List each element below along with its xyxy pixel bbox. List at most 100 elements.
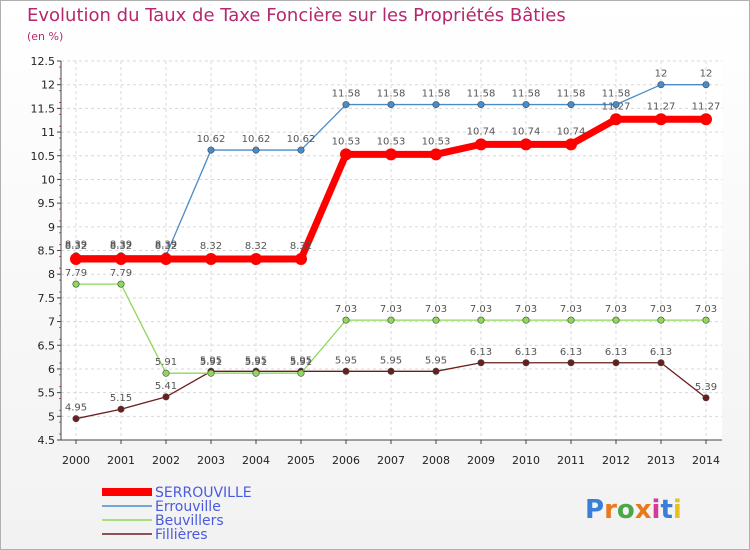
data-label: 10.53 [422,136,451,147]
data-point [657,316,665,324]
y-tick-label: 9.5 [38,197,56,210]
data-label: 5.95 [200,355,222,366]
data-label: 5.91 [200,357,222,368]
data-label: 5.91 [245,357,267,368]
data-label: 6.13 [650,347,672,358]
x-tick-label: 2004 [242,454,270,467]
data-label: 8.32 [290,241,312,252]
x-tick-label: 2005 [287,454,315,467]
data-point [432,367,440,375]
data-point [342,316,350,324]
data-point [160,253,172,266]
data-point [565,138,577,151]
data-point [72,280,80,288]
data-point [387,367,395,375]
data-label: 8.39 [155,240,177,251]
data-point [387,101,395,109]
data-point [567,316,575,324]
data-label: 7.79 [65,268,87,279]
data-point [657,81,665,89]
data-point [657,359,665,367]
data-label: 6.13 [470,347,492,358]
data-point [387,316,395,324]
data-label: 5.15 [110,393,132,404]
y-tick-label: 6 [48,363,55,376]
proxiti-logo: Proxiti [585,495,682,525]
legend-entry: Fillières [155,527,208,543]
data-label: 11.58 [377,89,406,100]
data-label: 5.95 [290,355,312,366]
y-tick-label: 10.5 [31,150,56,163]
data-label: 5.91 [155,357,177,368]
data-point [702,394,710,402]
data-label: 10.62 [287,134,316,145]
data-point [207,146,215,154]
data-label: 7.79 [110,268,132,279]
data-point [702,81,710,89]
data-label: 10.53 [377,136,406,147]
y-tick-label: 12 [41,79,55,92]
data-label: 7.03 [425,304,447,315]
legend-entry: Beuvillers [155,513,224,529]
y-tick-label: 9 [48,221,55,234]
series-group [70,81,712,423]
data-point [612,316,620,324]
data-label: 6.13 [560,347,582,358]
data-label: 5.95 [245,355,267,366]
data-label: 7.03 [335,304,357,315]
data-label: 11.27 [602,101,631,112]
data-point [520,138,532,151]
y-tick-label: 11.5 [31,102,56,115]
data-point [250,253,262,266]
data-label: 5.95 [335,355,357,366]
data-point [430,148,442,161]
data-label: 6.13 [515,347,537,358]
data-point [522,316,530,324]
y-tick-label: 11 [41,126,55,139]
data-point [297,146,305,154]
data-label: 7.03 [695,304,717,315]
data-point [207,369,215,377]
y-tick-label: 10 [41,173,55,186]
x-tick-label: 2009 [467,454,495,467]
data-label: 11.58 [512,89,541,100]
data-point [115,253,127,266]
data-label: 11.58 [557,89,586,100]
data-point [522,359,530,367]
data-point [297,369,305,377]
y-tick-label: 12.5 [31,55,56,68]
data-label: 11.58 [602,89,631,100]
data-point [252,369,260,377]
data-point [162,393,170,401]
data-label: 10.62 [242,134,271,145]
x-tick-label: 2002 [152,454,180,467]
data-point [432,101,440,109]
data-label: 8.32 [200,241,222,252]
y-tick-label: 4.5 [38,434,56,447]
data-point [205,253,217,266]
data-point [340,148,352,161]
data-label: 5.95 [425,355,447,366]
x-tick-label: 2010 [512,454,540,467]
data-label: 11.58 [422,89,451,100]
data-point [342,101,350,109]
data-label: 10.74 [467,126,496,137]
x-tick-label: 2008 [422,454,450,467]
data-point [567,359,575,367]
data-label: 7.03 [380,304,402,315]
data-point [700,113,712,126]
data-label: 7.03 [650,304,672,315]
data-label: 7.03 [605,304,627,315]
x-tick-label: 2001 [107,454,135,467]
data-point [432,316,440,324]
data-point [702,316,710,324]
data-label: 11.27 [692,101,721,112]
y-tick-label: 7.5 [38,292,56,305]
data-point [477,101,485,109]
data-point [477,359,485,367]
data-label: 10.74 [557,126,586,137]
data-point [70,253,82,266]
data-label: 7.03 [515,304,537,315]
data-label: 8.32 [155,241,177,252]
